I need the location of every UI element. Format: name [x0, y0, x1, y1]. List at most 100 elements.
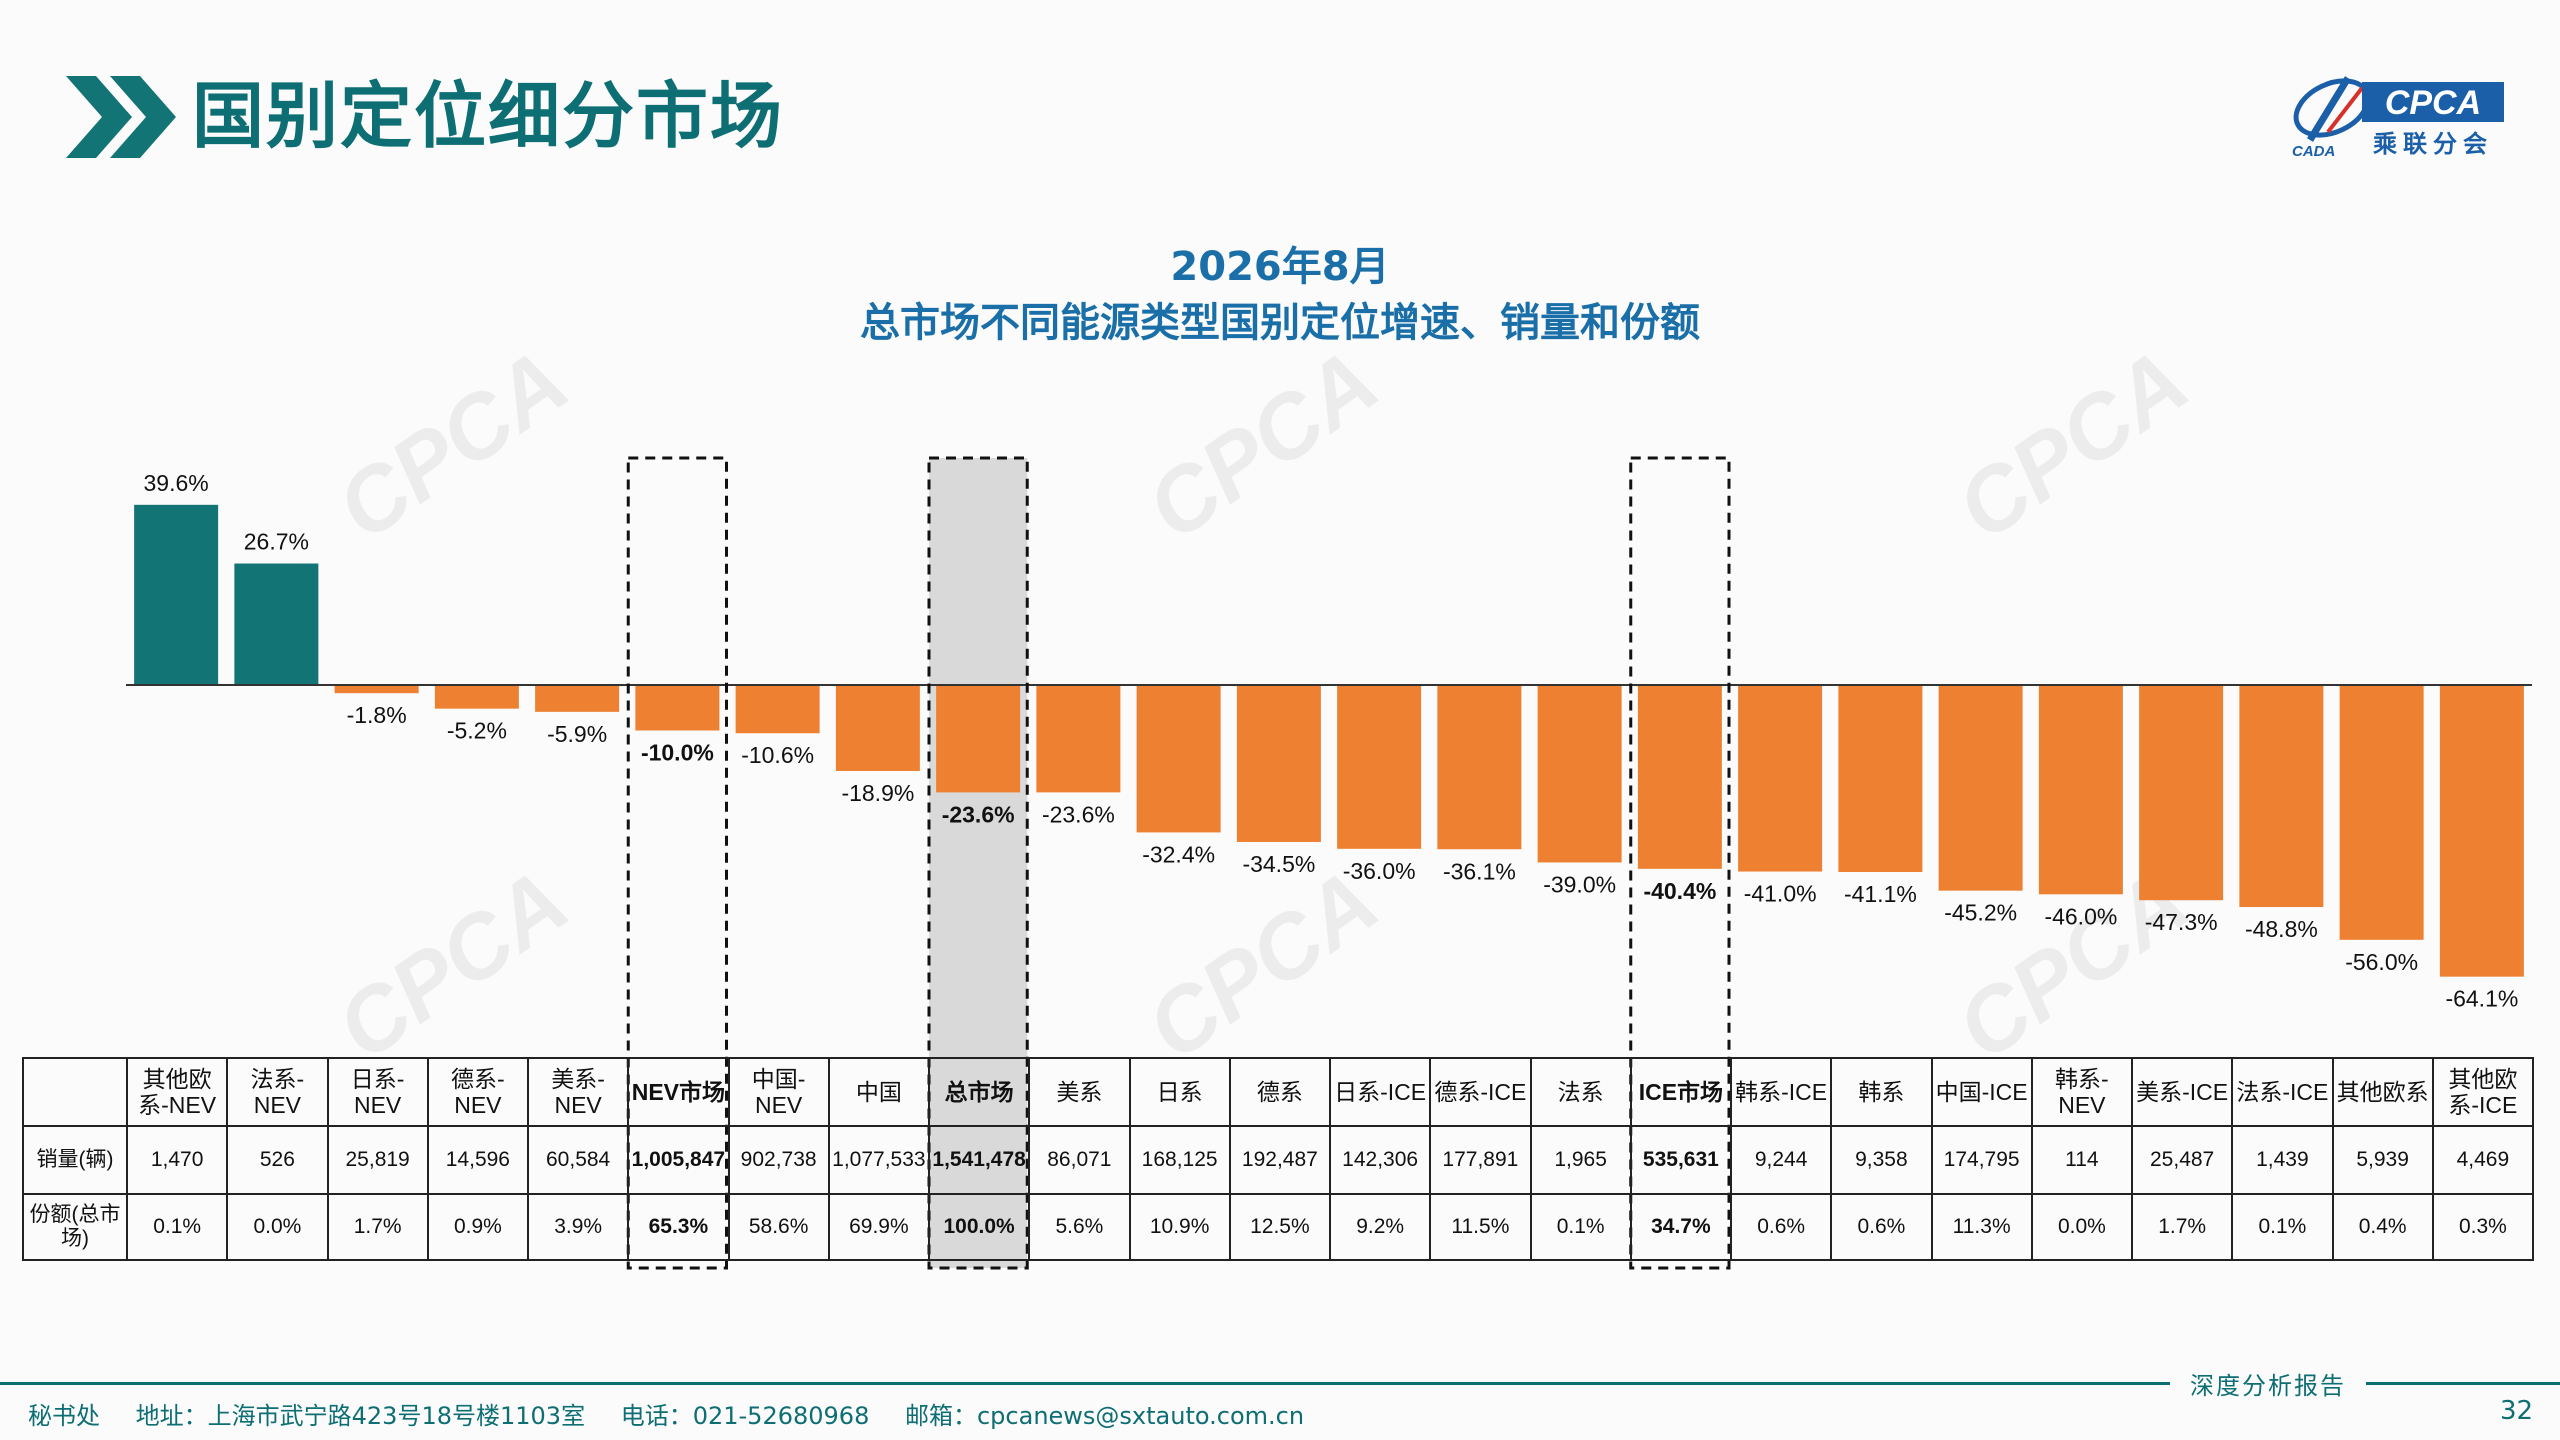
data-label: -46.0%: [2044, 903, 2117, 929]
bar: [134, 504, 219, 685]
table-header-cell: 中国: [827, 1057, 931, 1127]
footer-address: 地址：上海市武宁路423号18号楼1103室: [135, 1402, 586, 1430]
table-cell: 12.5%: [1228, 1193, 1332, 1261]
table-cell: 60,584: [526, 1125, 630, 1195]
bar: [2239, 685, 2324, 908]
report-tag: 深度分析报告: [2170, 1366, 2366, 1401]
table-header-cell: 总市场: [927, 1057, 1031, 1127]
table-header-cell: 其他欧系: [2331, 1057, 2434, 1127]
chart-title-date: 2026年8月: [1170, 244, 1390, 290]
table-row-sales: 销量(辆) 1,470 526 25,819 14,596 60,584 1,005,84…: [22, 1125, 2535, 1195]
highlight-frame: [1629, 456, 1731, 1270]
data-label: -45.2%: [1944, 900, 2017, 926]
table-cell: 1,965: [1529, 1125, 1632, 1195]
data-label: -23.6%: [1042, 801, 1115, 827]
table-header-cell: 日系-ICE: [1328, 1057, 1432, 1127]
watermark-text: CPCA: [320, 331, 586, 559]
table-cell: 4,469: [2431, 1125, 2535, 1195]
table-header-cell: 法系: [1529, 1057, 1632, 1127]
table-cell: 25,819: [326, 1125, 429, 1195]
table-cell: 11.3%: [1930, 1193, 2033, 1261]
data-label: -18.9%: [841, 780, 914, 806]
table-cell: 10.9%: [1128, 1193, 1231, 1261]
data-label: -36.0%: [1343, 858, 1416, 884]
table-header-cell: 德系-NEV: [426, 1057, 530, 1127]
table-cell: 192,487: [1228, 1125, 1332, 1195]
data-label: -41.1%: [1844, 881, 1917, 907]
table-cell: 1,541,478: [927, 1125, 1031, 1195]
bar: [1437, 685, 1522, 850]
table-cell: 526: [226, 1125, 329, 1195]
data-label: -47.3%: [2145, 909, 2218, 935]
bar: [2038, 685, 2123, 895]
data-label: -5.9%: [547, 721, 607, 747]
table-header-cell: 日系-NEV: [326, 1057, 429, 1127]
table-header-cell: 德系-ICE: [1429, 1057, 1532, 1127]
table-cell: 142,306: [1328, 1125, 1432, 1195]
bar: [535, 685, 620, 712]
page-number: 32: [2500, 1396, 2534, 1426]
bar: [1337, 685, 1422, 849]
data-label: -5.2%: [447, 718, 507, 744]
bar: [1738, 685, 1823, 872]
highlight-frame: [927, 456, 1029, 1270]
table-header-cell: 美系: [1028, 1057, 1131, 1127]
watermark-text: CPCA: [1130, 851, 1396, 1079]
footer-divider: [0, 1382, 2560, 1385]
bar: [234, 563, 319, 685]
bar: [735, 685, 820, 734]
table-cell: 34.7%: [1629, 1193, 1733, 1261]
table-header-cell: 德系: [1228, 1057, 1332, 1127]
row-label-sales: 销量(辆): [22, 1125, 128, 1195]
data-label: -48.8%: [2245, 916, 2318, 942]
table-cell: 1,077,533: [827, 1125, 931, 1195]
table-cell: 58.6%: [727, 1193, 830, 1261]
footer-phone: 电话：021-52680968: [620, 1402, 870, 1430]
bar: [635, 685, 720, 731]
bar: [1236, 685, 1321, 842]
footer-dept: 秘书处: [28, 1402, 100, 1430]
data-label: -32.4%: [1142, 841, 1215, 867]
table-cell: 902,738: [727, 1125, 830, 1195]
bar: [2139, 685, 2224, 901]
table-cell: 174,795: [1930, 1125, 2033, 1195]
data-label: -23.6%: [942, 801, 1015, 827]
table-header-cell: 韩系: [1830, 1057, 1933, 1127]
table-header-cell: 中国-ICE: [1930, 1057, 2033, 1127]
table-header-cell: 法系-NEV: [226, 1057, 329, 1127]
data-label: -41.0%: [1744, 881, 1817, 907]
data-label: -40.4%: [1643, 878, 1716, 904]
table-cell: 0.9%: [426, 1193, 530, 1261]
table-header-cell: 韩系-NEV: [2030, 1057, 2134, 1127]
watermark-text: CPCA: [320, 851, 586, 1079]
data-label: 39.6%: [144, 470, 209, 496]
table-cell: 0.0%: [2030, 1193, 2134, 1261]
data-label: -10.0%: [641, 740, 714, 766]
table-cell: 100.0%: [927, 1193, 1031, 1261]
data-label: -1.8%: [347, 702, 407, 728]
table-cell: 25,487: [2130, 1125, 2234, 1195]
table-cell: 11.5%: [1429, 1193, 1532, 1261]
footer-email: 邮箱：cpcanews@sxtauto.com.cn: [904, 1402, 1305, 1430]
page-title: 国别定位细分市场: [192, 74, 785, 158]
table-corner-cell: [22, 1057, 128, 1127]
table-cell: 535,631: [1629, 1125, 1733, 1195]
table-cell: 69.9%: [827, 1193, 931, 1261]
bar: [434, 685, 519, 709]
table-cell: 0.6%: [1830, 1193, 1933, 1261]
table-cell: 0.1%: [2231, 1193, 2334, 1261]
table-cell: 9,358: [1830, 1125, 1933, 1195]
table-header-cell: 其他欧系-NEV: [125, 1057, 229, 1127]
bar: [936, 685, 1021, 793]
svg-text:CADA: CADA: [2292, 143, 2335, 160]
table-cell: 9.2%: [1328, 1193, 1432, 1261]
table-cell: 0.0%: [226, 1193, 329, 1261]
watermark-text: CPCA: [1130, 331, 1396, 559]
table-row-share: 份额(总市场) 0.1% 0.0% 1.7% 0.9% 3.9% 65.3% 58.6% 69…: [22, 1193, 2535, 1261]
data-label: 26.7%: [244, 529, 309, 555]
table-cell: 1,005,847: [627, 1125, 730, 1195]
table-header-cell: 美系-NEV: [526, 1057, 630, 1127]
table-header-cell: NEV市场: [627, 1057, 730, 1127]
bar: [1838, 685, 1923, 873]
footer-contact: 秘书处 地址：上海市武宁路423号18号楼1103室 电话：021-526809…: [28, 1396, 1332, 1431]
